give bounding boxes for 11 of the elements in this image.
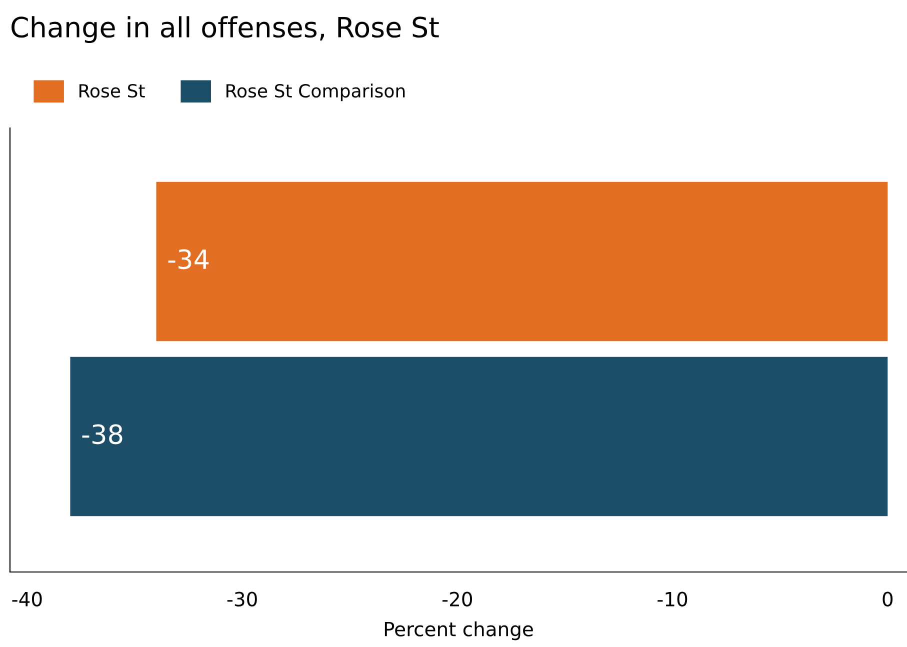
x-tick-label: -20: [442, 592, 472, 606]
legend-label: Rose St: [79, 84, 145, 98]
x-axis-title: Percent change: [384, 621, 533, 640]
chart-title: Change in all offenses, Rose St: [12, 16, 439, 44]
data-label: -34: [168, 249, 209, 270]
data-label: -38: [82, 424, 122, 444]
x-tick-label: 0: [882, 592, 893, 606]
x-tick-label: -40: [12, 592, 42, 606]
legend-label: Rose St Comparison: [226, 84, 405, 102]
x-tick-label: -10: [658, 592, 688, 606]
x-tick-label: -30: [227, 592, 257, 606]
